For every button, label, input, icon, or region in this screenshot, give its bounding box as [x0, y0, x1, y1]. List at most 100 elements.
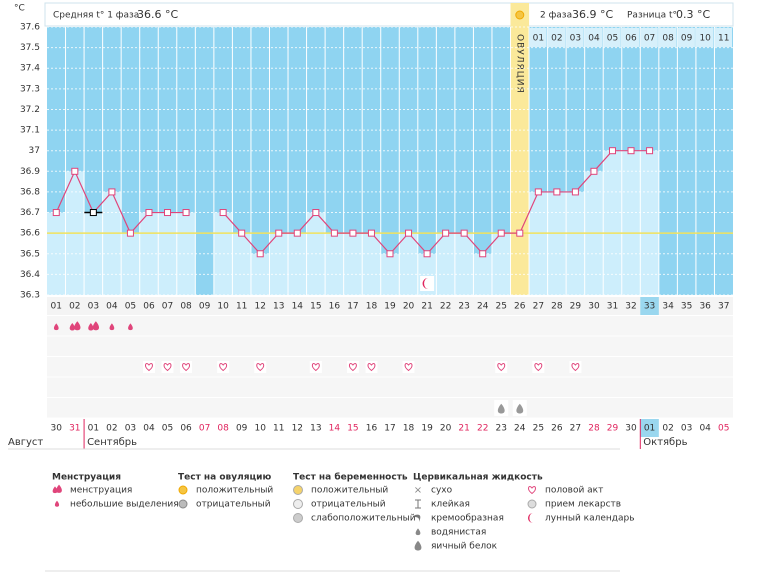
- date: 04: [699, 424, 711, 434]
- date: 17: [384, 424, 395, 434]
- phase2-day: 03: [570, 34, 581, 44]
- day-number: 26: [514, 302, 526, 312]
- day-number: 09: [199, 302, 211, 312]
- diff-value: 0.3 °C: [676, 8, 710, 21]
- legend-item: небольшие выделения: [70, 500, 179, 510]
- day-number: 11: [236, 302, 247, 312]
- diff-label: Разница t°: [627, 11, 677, 21]
- temp-column: [121, 233, 140, 295]
- phase2-cell: [547, 28, 566, 47]
- date: 11: [273, 424, 284, 434]
- legend-item: менструация: [70, 486, 132, 496]
- intercourse-mark: [256, 363, 265, 372]
- legend-item: половой акт: [545, 486, 603, 496]
- spotting-mark: [53, 323, 59, 331]
- day-number: 30: [588, 302, 600, 312]
- temp-point: [312, 209, 320, 217]
- heart-bg: [532, 361, 545, 373]
- intercourse-mark: [219, 363, 228, 372]
- temp-point: [590, 167, 598, 175]
- intercourse-mark: [571, 363, 580, 372]
- temp-point: [108, 188, 116, 196]
- legend-icon: ×: [414, 485, 422, 496]
- temp-column: [473, 253, 492, 295]
- month-label: Август: [8, 437, 43, 448]
- y-tick-label: 36.5: [20, 249, 40, 259]
- day-number: 04: [106, 302, 118, 312]
- day-number: 03: [88, 302, 99, 312]
- y-tick-label: 37.5: [20, 43, 40, 53]
- day-number: 25: [496, 302, 507, 312]
- date: 02: [662, 424, 673, 434]
- y-tick-label: 36.4: [20, 270, 40, 280]
- heart-bg: [569, 361, 582, 373]
- temp-point: [71, 167, 79, 175]
- date: 03: [125, 424, 136, 434]
- date: 21: [458, 424, 469, 434]
- temp-point: [442, 229, 450, 237]
- intercourse-mark: [404, 363, 413, 372]
- current-day-cell: [640, 297, 659, 315]
- date: 30: [51, 424, 63, 434]
- unit-label: °C: [14, 4, 25, 14]
- heart-bg: [142, 361, 155, 373]
- heart-bg: [402, 361, 415, 373]
- date: 05: [162, 424, 173, 434]
- legend-icon: [528, 486, 536, 495]
- phase2-cell: [621, 28, 640, 47]
- day-number: 05: [125, 302, 136, 312]
- legend-icon: [54, 500, 60, 507]
- y-tick-label: 37.4: [20, 64, 40, 74]
- phase2-cell: [695, 28, 714, 47]
- phase2-cell: [529, 28, 547, 47]
- day-number: 15: [310, 302, 321, 312]
- heart-bg: [309, 361, 322, 373]
- temp-point: [553, 188, 561, 196]
- legend-icon: [527, 499, 537, 509]
- legend-title: Цервикальная жидкость: [413, 473, 543, 483]
- ovulation-label: ОВУЛЯЦИЯ: [514, 34, 524, 94]
- phase2-day: 11: [718, 34, 729, 44]
- y-tick-label: 36.8: [20, 187, 40, 197]
- menstruation-mark: [92, 321, 100, 331]
- day-number: 34: [662, 302, 674, 312]
- temp-column: [640, 150, 659, 295]
- phase2-cell: [603, 28, 621, 47]
- intercourse-mark: [145, 363, 153, 372]
- day-number: 22: [440, 302, 451, 312]
- date: 18: [403, 424, 415, 434]
- date: 06: [180, 424, 192, 434]
- temp-point: [423, 250, 431, 258]
- month-label: Сентябрь: [87, 437, 137, 448]
- temp-column: [288, 233, 307, 295]
- legend-title: Тест на овуляцию: [178, 473, 271, 483]
- legend-icon: [178, 499, 188, 509]
- temp-point: [256, 250, 264, 258]
- day-number: 28: [551, 302, 563, 312]
- legend-icon: [293, 485, 303, 495]
- temp-column: [343, 233, 363, 295]
- phase1-label: Средняя t° 1 фаза: [53, 11, 139, 21]
- lunar-bg: [420, 276, 435, 291]
- date: 05: [718, 424, 729, 434]
- y-tick-label: 36.7: [20, 208, 40, 218]
- legend-item: клейкая: [431, 500, 470, 510]
- phase2-day: 02: [551, 34, 562, 44]
- intercourse-mark: [182, 363, 190, 372]
- heart-bg: [161, 361, 174, 373]
- temp-column: [491, 233, 511, 295]
- temp-point: [145, 209, 153, 217]
- intercourse-mark: [367, 363, 376, 372]
- lunar-mark: [422, 278, 429, 289]
- heart-bg: [495, 361, 508, 373]
- y-tick-label: 37.6: [20, 23, 40, 33]
- phase2-cell: [566, 28, 584, 47]
- date: 28: [588, 424, 600, 434]
- date: 01: [88, 424, 99, 434]
- phase2-day: 01: [533, 34, 544, 44]
- y-tick-label: 36.9: [20, 167, 40, 177]
- legend-item: кремообразная: [431, 514, 504, 524]
- phase2-cell: [658, 28, 677, 47]
- temp-column: [529, 191, 548, 295]
